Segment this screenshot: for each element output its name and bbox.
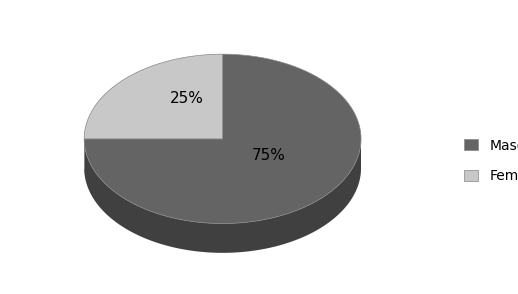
Polygon shape	[84, 54, 361, 223]
Polygon shape	[84, 138, 361, 253]
Text: 75%: 75%	[251, 148, 285, 163]
Legend: Masculino, Feminino: Masculino, Feminino	[465, 138, 518, 183]
Polygon shape	[84, 54, 223, 139]
Text: 25%: 25%	[170, 91, 204, 106]
